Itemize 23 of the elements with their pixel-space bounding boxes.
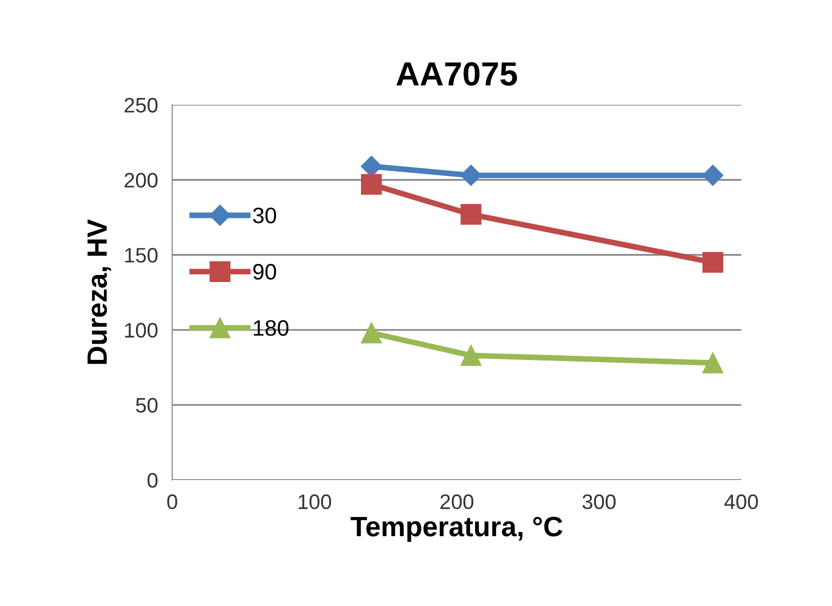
x-axis-title: Temperatura, °C — [350, 516, 562, 542]
point — [460, 344, 482, 366]
x-tick-label: 400 — [724, 494, 758, 510]
point — [702, 352, 724, 374]
x-tick-label: 0 — [167, 494, 178, 510]
y-tick-label: 0 — [148, 472, 158, 488]
y-tick-label: 150 — [125, 248, 158, 263]
legend-label: 30 — [253, 208, 276, 224]
x-tick-label: 300 — [582, 494, 616, 510]
point — [460, 204, 482, 225]
y-axis-title: Dureza, HV — [88, 219, 112, 364]
x-tick-label: 100 — [298, 494, 332, 510]
y-tick-label: 200 — [124, 172, 158, 188]
y-tick-label: 50 — [136, 398, 158, 413]
legend-label: 180 — [254, 320, 288, 336]
point — [360, 322, 382, 344]
point — [702, 252, 724, 273]
y-tick-label: 250 — [124, 98, 158, 113]
legend-label: 90 — [253, 264, 276, 280]
point — [360, 174, 382, 195]
chart-title: AA7075 — [396, 62, 517, 86]
x-tick-label: 200 — [440, 494, 474, 510]
y-tick-label: 100 — [125, 322, 158, 338]
